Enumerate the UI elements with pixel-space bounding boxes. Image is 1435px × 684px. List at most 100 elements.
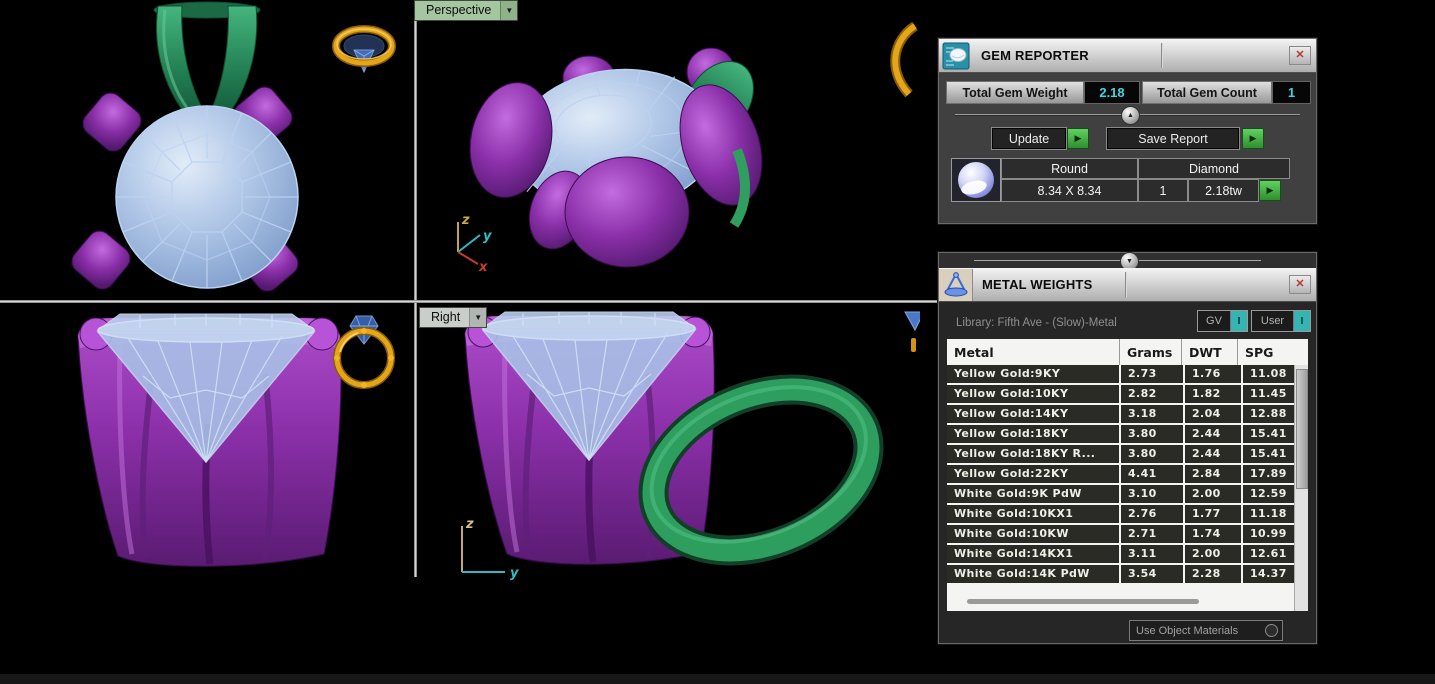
viewport-label-right[interactable]: Right ▼ [419, 307, 488, 328]
cell-metal[interactable]: Yellow Gold:10KY [947, 385, 1119, 403]
gem-reporter-titlebar[interactable]: GEM REPORTER ✕ [939, 39, 1316, 73]
cell-grams[interactable]: 3.80 [1121, 425, 1183, 443]
cell-metal[interactable]: Yellow Gold:18KY [947, 425, 1119, 443]
column-header-grams[interactable]: Grams [1119, 339, 1181, 365]
update-go-icon[interactable]: ▶ [1067, 128, 1089, 149]
column-header-metal[interactable]: Metal [954, 344, 994, 360]
gem-front-wireframe[interactable] [115, 105, 299, 289]
chevron-down-icon[interactable]: ▼ [469, 308, 487, 327]
table-row[interactable]: Yellow Gold:14KY 3.18 2.04 12.88 [947, 405, 1308, 423]
cell-grams[interactable]: 2.73 [1121, 365, 1183, 383]
cell-spg[interactable]: 17.89 [1243, 465, 1308, 483]
cell-grams[interactable]: 3.10 [1121, 485, 1183, 503]
cell-metal[interactable]: White Gold:14KX1 [947, 545, 1119, 563]
cell-dwt[interactable]: 2.00 [1185, 545, 1241, 563]
save-report-button[interactable]: Save Report [1106, 127, 1240, 150]
metal-weights-table[interactable]: Metal Grams DWT SPG Yellow Gold:9KY 2.73… [947, 339, 1308, 611]
vertical-scrollbar-thumb[interactable] [1296, 369, 1308, 489]
viewport-top-front[interactable] [0, 0, 414, 300]
gv-toggle-icon[interactable]: I [1230, 311, 1247, 331]
gem-row-go-icon[interactable]: ▶ [1259, 180, 1281, 201]
radio-toggle-icon[interactable] [1265, 624, 1278, 637]
cell-metal[interactable]: Yellow Gold:18KY R... [947, 445, 1119, 463]
viewport-divider-vertical[interactable] [414, 0, 417, 577]
cell-spg[interactable]: 15.41 [1243, 445, 1308, 463]
ring-thumbnail-partial[interactable] [904, 311, 920, 352]
user-toggle-button[interactable]: User I [1251, 310, 1311, 332]
cell-spg[interactable]: 11.08 [1243, 365, 1308, 383]
cell-grams[interactable]: 2.71 [1121, 525, 1183, 543]
cell-spg[interactable]: 12.61 [1243, 545, 1308, 563]
cell-spg[interactable]: 14.37 [1243, 565, 1308, 583]
gem-thumbnail[interactable] [951, 158, 1001, 202]
cell-grams[interactable]: 3.11 [1121, 545, 1183, 563]
cell-metal[interactable]: White Gold:14K PdW [947, 565, 1119, 583]
bail-loop-right[interactable] [629, 358, 893, 581]
viewport-perspective[interactable]: z y x [419, 0, 920, 300]
cell-metal[interactable]: White Gold:10KW [947, 525, 1119, 543]
viewport-right-view[interactable]: z y [419, 304, 920, 660]
pendant-bail[interactable] [153, 1, 261, 127]
panel-collapse-strip[interactable]: ▼ [939, 252, 1316, 271]
close-icon[interactable]: ✕ [1289, 275, 1311, 294]
table-row[interactable]: Yellow Gold:18KY 3.80 2.44 15.41 [947, 425, 1308, 443]
cell-dwt[interactable]: 2.00 [1185, 485, 1241, 503]
gv-toggle-button[interactable]: GV I [1197, 310, 1248, 332]
ring-thumbnail-edge[interactable] [890, 21, 918, 98]
horizontal-scrollbar[interactable] [967, 599, 1199, 604]
cell-spg[interactable]: 11.45 [1243, 385, 1308, 403]
cell-grams[interactable]: 3.54 [1121, 565, 1183, 583]
cell-spg[interactable]: 12.59 [1243, 485, 1308, 503]
cell-dwt[interactable]: 1.76 [1185, 365, 1241, 383]
cell-dwt[interactable]: 2.44 [1185, 425, 1241, 443]
cell-spg[interactable]: 12.88 [1243, 405, 1308, 423]
cell-dwt[interactable]: 2.04 [1185, 405, 1241, 423]
table-row[interactable]: White Gold:10KW 2.71 1.74 10.99 [947, 525, 1308, 543]
table-row[interactable]: Yellow Gold:22KY 4.41 2.84 17.89 [947, 465, 1308, 483]
cell-metal[interactable]: Yellow Gold:9KY [947, 365, 1119, 383]
save-report-go-icon[interactable]: ▶ [1242, 128, 1264, 149]
cell-metal[interactable]: Yellow Gold:14KY [947, 405, 1119, 423]
vertical-scrollbar[interactable] [1294, 365, 1308, 611]
table-row[interactable]: Yellow Gold:9KY 2.73 1.76 11.08 [947, 365, 1308, 383]
cell-metal[interactable]: White Gold:10KX1 [947, 505, 1119, 523]
panel-splitter-handle[interactable]: ▲ [1121, 106, 1140, 125]
chevron-down-icon[interactable]: ▼ [500, 1, 518, 20]
cell-grams[interactable]: 3.80 [1121, 445, 1183, 463]
ring-thumbnail-top-view[interactable] [332, 25, 396, 74]
use-object-materials-toggle[interactable]: Use Object Materials [1129, 620, 1283, 641]
cell-spg[interactable]: 10.99 [1243, 525, 1308, 543]
ring-thumbnail-side-view[interactable] [333, 315, 395, 389]
cell-spg[interactable]: 11.18 [1243, 505, 1308, 523]
prongs-perspective[interactable] [460, 74, 776, 268]
cell-spg[interactable]: 15.41 [1243, 425, 1308, 443]
metal-weights-titlebar[interactable]: METAL WEIGHTS ✕ [939, 268, 1316, 302]
table-row[interactable]: White Gold:9K PdW 3.10 2.00 12.59 [947, 485, 1308, 503]
cell-grams[interactable]: 3.18 [1121, 405, 1183, 423]
cell-dwt[interactable]: 2.44 [1185, 445, 1241, 463]
cell-dwt[interactable]: 1.77 [1185, 505, 1241, 523]
cell-metal[interactable]: Yellow Gold:22KY [947, 465, 1119, 483]
column-header-spg[interactable]: SPG [1237, 339, 1308, 365]
viewport-bottom-front[interactable] [0, 304, 414, 660]
table-row[interactable]: White Gold:10KX1 2.76 1.77 11.18 [947, 505, 1308, 523]
cell-grams[interactable]: 2.76 [1121, 505, 1183, 523]
gem-pavilion-front[interactable] [96, 313, 316, 464]
cell-dwt[interactable]: 1.74 [1185, 525, 1241, 543]
viewport-divider-horizontal[interactable] [0, 300, 937, 303]
table-row[interactable]: White Gold:14KX1 3.11 2.00 12.61 [947, 545, 1308, 563]
table-row[interactable]: Yellow Gold:10KY 2.82 1.82 11.45 [947, 385, 1308, 403]
column-header-dwt[interactable]: DWT [1181, 339, 1237, 365]
cell-grams[interactable]: 4.41 [1121, 465, 1183, 483]
cell-grams[interactable]: 2.82 [1121, 385, 1183, 403]
cell-dwt[interactable]: 2.28 [1185, 565, 1241, 583]
update-button[interactable]: Update [991, 127, 1067, 150]
table-row[interactable]: Yellow Gold:18KY R... 3.80 2.44 15.41 [947, 445, 1308, 463]
user-toggle-icon[interactable]: I [1293, 311, 1310, 331]
gem-pavilion-right[interactable] [481, 311, 697, 462]
cell-dwt[interactable]: 2.84 [1185, 465, 1241, 483]
cell-metal[interactable]: White Gold:9K PdW [947, 485, 1119, 503]
table-row[interactable]: White Gold:14K PdW 3.54 2.28 14.37 [947, 565, 1308, 583]
close-icon[interactable]: ✕ [1289, 46, 1311, 65]
cell-dwt[interactable]: 1.82 [1185, 385, 1241, 403]
